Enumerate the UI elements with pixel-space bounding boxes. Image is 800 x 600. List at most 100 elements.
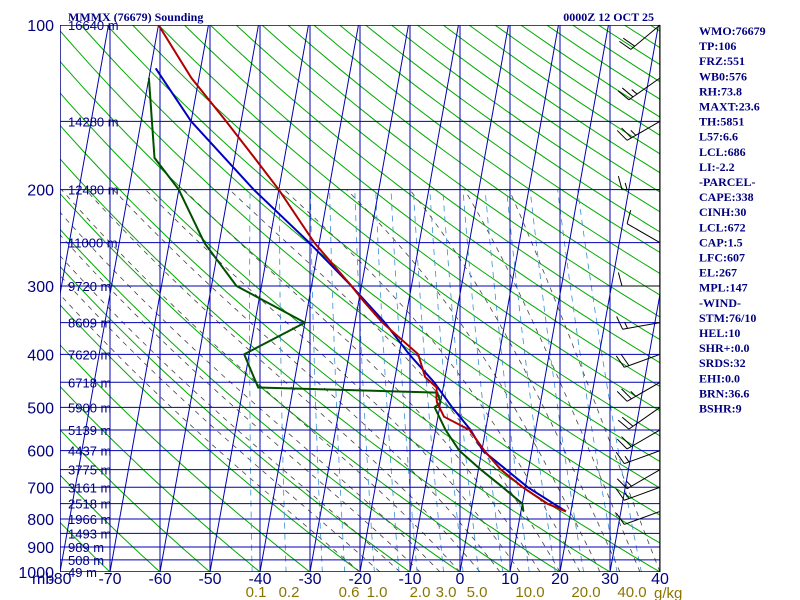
wind-barb [626,210,661,244]
chart-title: MMMX (76679) Sounding [68,10,203,24]
temperature-tick-label: -30 [298,571,321,588]
stat-line: CAPE:338 [699,190,754,204]
temperature-tick-label: 20 [551,571,569,588]
mixing-ratio-tick-label: 2.0 [410,584,431,600]
wind-barb [619,24,661,50]
mixing-ratio-tick-label: 3.0 [436,584,457,600]
mixing-ratio-line [506,189,556,572]
height-label: 6718 m [68,375,111,390]
stat-line: HEL:10 [699,326,740,340]
mixing-ratio-tick-label: 20.0 [571,584,600,600]
moist-adiabat-line [346,189,601,572]
moist-adiabat-line [60,274,381,572]
isotherm-line [109,25,209,572]
temperature-tick-label: -70 [98,571,121,588]
dry-adiabat-line [762,0,800,584]
isotherm-line [60,25,159,572]
mixing-ratio-line [329,189,346,572]
stat-line: CINH:30 [699,205,746,219]
dry-adiabat-line [60,429,211,572]
dry-adiabat-line [60,304,361,572]
mixing-ratio-line [484,189,530,572]
mixing-ratio-line [249,189,253,572]
background-grid [0,0,800,584]
temperature-tick-label: -20 [348,571,371,588]
temperature-tick-label: 0 [456,571,465,588]
stat-line: BRN:36.6 [699,386,749,400]
mixing-ratio-line [278,189,287,572]
dry-adiabat-line [80,25,660,489]
height-label: 12480 m [68,183,119,198]
dry-adiabat-line [519,25,660,118]
stat-line: L57:6.6 [699,130,738,144]
dry-adiabat-line [60,521,111,572]
isotherm-line [159,25,259,572]
isotherm-line [259,25,359,572]
parcel-trace [154,67,567,513]
mixing-ratio-tick-label: 0.1 [246,584,267,600]
stat-line: LFC:607 [699,251,745,265]
temperature-tick-label: -60 [148,571,171,588]
wind-barb [615,450,661,465]
dry-adiabat-line [60,30,660,516]
stat-line: -PARCEL- [699,175,755,189]
temperature-trace [157,25,567,513]
temperature-tick-label: 10 [501,571,519,588]
moist-adiabat-line [60,255,401,572]
pressure-tick-label: 200 [27,183,54,200]
temperature-tick-label: 40 [651,571,669,588]
isotherm-line [60,25,109,295]
stat-line: LCL:672 [699,220,746,234]
height-label: 14280 m [68,114,119,129]
dry-adiabat-line [60,344,311,572]
mixing-ratio-line [354,189,375,572]
height-label: 989 m [68,540,104,555]
mixing-ratio-line [462,189,504,572]
pressure-tick-label: 100 [27,18,54,35]
stat-line: LI:-2.2 [699,160,735,174]
moist-adiabat-line [60,293,361,572]
mixing-ratio-tick-label: 1.0 [367,584,388,600]
pressure-tick-label: 600 [27,444,54,461]
stat-line: CAP:1.5 [699,235,743,249]
pressure-tick-label: 800 [27,512,54,529]
moist-adiabat-line [183,189,541,572]
height-label: 5900 m [68,400,111,415]
stat-line: MPL:147 [699,281,748,295]
height-label: 9720 m [68,279,111,294]
wind-barb [617,77,661,101]
wind-barb [617,272,660,287]
isotherm-line [559,25,659,572]
stat-line: BSHR:9 [699,402,742,416]
wind-barb [616,316,661,330]
height-label: 5139 m [68,423,111,438]
height-label: 1966 m [68,512,111,527]
moist-adiabat-line [409,189,621,572]
mixing-ratio-line [413,189,445,572]
wind-barb [617,176,660,191]
dry-adiabat-line [60,385,261,572]
height-label: 8609 m [68,316,111,331]
stat-line: WB0:576 [699,69,747,83]
dry-adiabat-line [0,0,21,584]
stat-line: -WIND- [699,296,741,310]
stat-line: SHR+:0.0 [699,341,750,355]
isotherm-line [609,294,660,572]
isotherm-line [509,25,609,572]
mixing-ratio-line [577,189,642,572]
isotherm-line [459,25,559,572]
wind-barb [616,120,661,141]
mixing-ratio-line [429,189,464,572]
pressure-tick-label: 900 [27,540,54,557]
temperature-tick-label: -50 [198,571,221,588]
dry-adiabat-line [787,0,800,584]
mixing-ratio-tick-label: 0.6 [339,584,360,600]
isotherm-line [359,25,459,572]
wind-barb [617,406,661,430]
stat-line: EL:267 [699,266,737,280]
pressure-tick-label: 500 [27,400,54,417]
wind-barb [615,486,661,501]
